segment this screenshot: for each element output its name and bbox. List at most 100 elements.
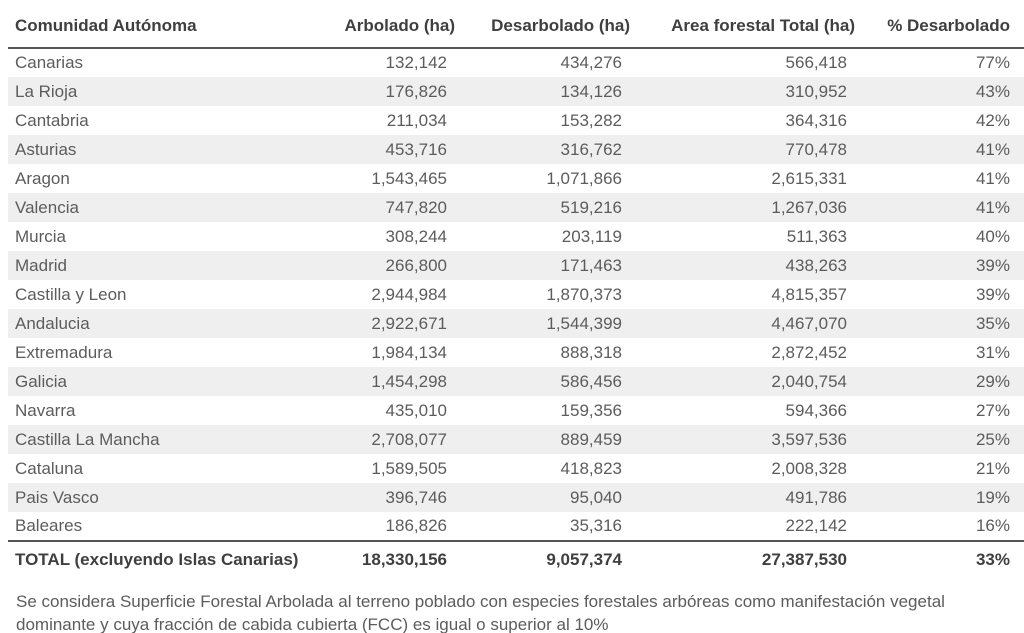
pct-desarbolado-cell: 41% <box>975 168 1010 188</box>
pct-desarbolado-cell: 21% <box>975 458 1010 478</box>
desarbolado-cell: 418,823 <box>560 458 622 478</box>
column-header-area-total: Area forestal Total (ha) <box>630 6 855 49</box>
region-name-cell: Pais Vasco <box>15 487 99 507</box>
region-name-cell: Asturias <box>15 139 77 159</box>
table-row: Murcia 308,244 203,119 511,363 40% <box>8 222 1024 251</box>
arbolado-cell: 1,543,465 <box>371 168 447 188</box>
area-total-cell: 438,263 <box>785 255 847 275</box>
table-body: Canarias 132,142 434,276 566,418 77% La Rioja… <box>8 48 1024 541</box>
arbolado-cell: 1,984,134 <box>371 342 447 362</box>
table-row: Cantabria 211,034 153,282 364,316 42% <box>8 106 1024 135</box>
pct-desarbolado-cell: 35% <box>975 313 1010 333</box>
area-total-cell: 2,040,754 <box>771 371 847 391</box>
region-name-cell: Andalucia <box>15 313 90 333</box>
pct-desarbolado-cell: 43% <box>975 81 1010 101</box>
desarbolado-cell: 159,356 <box>560 400 622 420</box>
column-header-desarbolado: Desarbolado (ha) <box>455 6 630 49</box>
arbolado-cell: 132,142 <box>385 53 447 72</box>
pct-desarbolado-cell: 19% <box>975 487 1010 507</box>
pct-desarbolado-cell: 31% <box>975 342 1010 362</box>
table-row: Navarra 435,010 159,356 594,366 27% <box>8 396 1024 425</box>
total-pct: 33% <box>855 540 1024 578</box>
desarbolado-cell: 888,318 <box>560 342 622 362</box>
table-row: La Rioja 176,826 134,126 310,952 43% <box>8 77 1024 106</box>
area-total-cell: 770,478 <box>785 139 847 159</box>
total-label: TOTAL (excluyendo Islas Canarias) <box>8 540 320 578</box>
area-total-cell: 3,597,536 <box>771 429 847 449</box>
pct-desarbolado-cell: 40% <box>975 226 1010 246</box>
region-name-cell: Valencia <box>15 197 79 217</box>
area-total-cell: 2,872,452 <box>771 342 847 362</box>
area-total-cell: 4,815,357 <box>771 284 847 304</box>
total-row: TOTAL (excluyendo Islas Canarias) 18,330… <box>8 540 1024 578</box>
table-row: Asturias 453,716 316,762 770,478 41% <box>8 135 1024 164</box>
region-name-cell: Castilla La Mancha <box>15 429 160 449</box>
pct-desarbolado-cell: 41% <box>975 139 1010 159</box>
footnote-text: Se considera Superficie Forestal Arbolad… <box>16 592 945 633</box>
arbolado-cell: 186,826 <box>385 516 447 535</box>
desarbolado-cell: 586,456 <box>560 371 622 391</box>
table-row: Aragon 1,543,465 1,071,866 2,615,331 41% <box>8 164 1024 193</box>
table-row: Galicia 1,454,298 586,456 2,040,754 29% <box>8 367 1024 396</box>
region-name-cell: Extremadura <box>15 342 113 362</box>
table-row: Cataluna 1,589,505 418,823 2,008,328 21% <box>8 454 1024 483</box>
desarbolado-cell: 1,870,373 <box>546 284 622 304</box>
table-row: Pais Vasco 396,746 95,040 491,786 19% <box>8 483 1024 512</box>
desarbolado-cell: 171,463 <box>560 255 622 275</box>
pct-desarbolado-cell: 25% <box>975 429 1010 449</box>
desarbolado-cell: 134,126 <box>560 81 622 101</box>
desarbolado-cell: 316,762 <box>560 139 622 159</box>
header-row: Comunidad Autónoma Arbolado (ha) Desarbo… <box>8 6 1024 49</box>
pct-desarbolado-cell: 16% <box>975 516 1010 535</box>
arbolado-cell: 2,944,984 <box>371 284 447 304</box>
area-total-cell: 310,952 <box>785 81 847 101</box>
table-header: Comunidad Autónoma Arbolado (ha) Desarbo… <box>8 6 1024 49</box>
table-row: Castilla y Leon 2,944,984 1,870,373 4,815,3… <box>8 280 1024 309</box>
arbolado-cell: 176,826 <box>385 81 447 101</box>
area-total-cell: 594,366 <box>785 400 847 420</box>
region-name-cell: Galicia <box>15 371 67 391</box>
pct-desarbolado-cell: 77% <box>975 53 1010 72</box>
pct-desarbolado-cell: 39% <box>975 284 1010 304</box>
pct-desarbolado-cell: 27% <box>975 400 1010 420</box>
table-row: Castilla La Mancha 2,708,077 889,459 3,597,… <box>8 425 1024 454</box>
desarbolado-cell: 1,071,866 <box>546 168 622 188</box>
table-row: Baleares 186,826 35,316 222,142 16% <box>8 512 1024 541</box>
arbolado-cell: 1,454,298 <box>371 371 447 391</box>
pct-desarbolado-cell: 29% <box>975 371 1010 391</box>
area-total-cell: 1,267,036 <box>771 197 847 217</box>
region-name-cell: Castilla y Leon <box>15 284 127 304</box>
area-total-cell: 364,316 <box>785 110 847 130</box>
pct-desarbolado-cell: 41% <box>975 197 1010 217</box>
desarbolado-cell: 95,040 <box>570 487 622 507</box>
arbolado-cell: 266,800 <box>385 255 447 275</box>
region-name-cell: Murcia <box>15 226 67 246</box>
arbolado-cell: 2,922,671 <box>371 313 447 333</box>
total-arbolado: 18,330,156 <box>320 540 455 578</box>
arbolado-cell: 396,746 <box>385 487 447 507</box>
arbolado-cell: 2,708,077 <box>371 429 447 449</box>
area-total-cell: 222,142 <box>785 516 847 535</box>
region-name-cell: Baleares <box>15 516 83 535</box>
area-total-cell: 4,467,070 <box>771 313 847 333</box>
table-row: Andalucia 2,922,671 1,544,399 4,467,070 35% <box>8 309 1024 338</box>
arbolado-cell: 453,716 <box>385 139 447 159</box>
region-name-cell: Aragon <box>15 168 70 188</box>
table-row: Madrid 266,800 171,463 438,263 39% <box>8 251 1024 280</box>
arbolado-cell: 747,820 <box>385 197 447 217</box>
region-name-cell: Navarra <box>15 400 76 420</box>
arbolado-cell: 211,034 <box>386 110 447 130</box>
area-total-cell: 566,418 <box>785 53 847 72</box>
region-name-cell: Canarias <box>15 53 84 72</box>
desarbolado-cell: 519,216 <box>560 197 622 217</box>
arbolado-cell: 435,010 <box>385 400 447 420</box>
table-row: Extremadura 1,984,134 888,318 2,872,452 31% <box>8 338 1024 367</box>
total-desarbolado: 9,057,374 <box>455 540 630 578</box>
table-row: Canarias 132,142 434,276 566,418 77% <box>8 48 1024 77</box>
arbolado-cell: 1,589,505 <box>371 458 447 478</box>
region-name-cell: Cantabria <box>15 110 89 130</box>
desarbolado-cell: 1,544,399 <box>546 313 622 333</box>
area-total-cell: 511,363 <box>786 226 847 246</box>
column-header-pct-desarbolado: % Desarbolado <box>855 6 1024 49</box>
